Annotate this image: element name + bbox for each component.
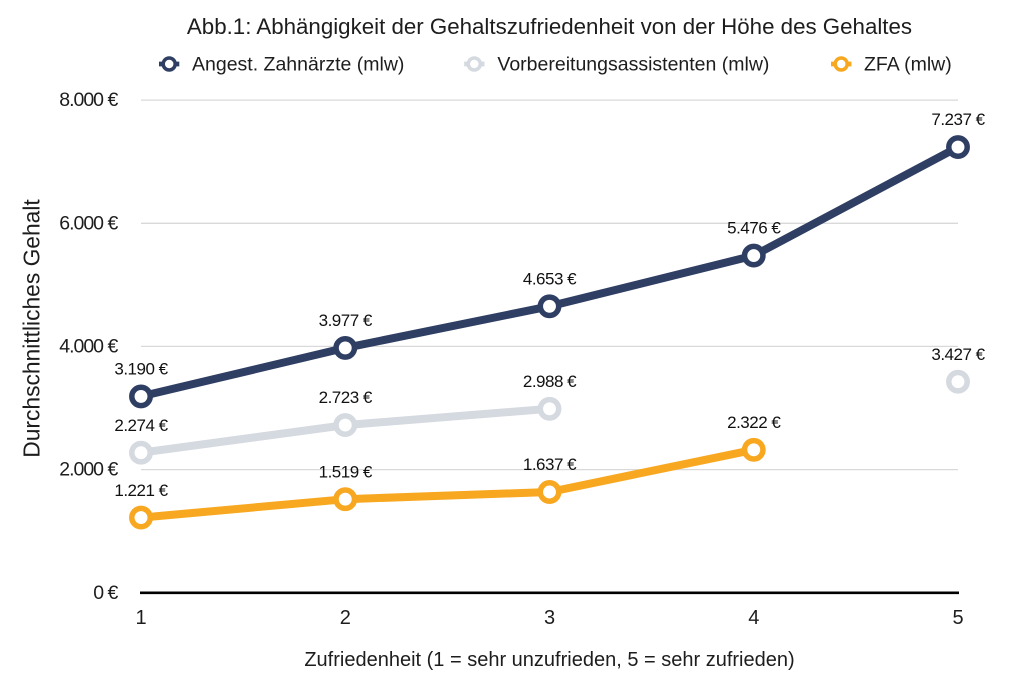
svg-text:2.988 €: 2.988 € [523,372,577,391]
svg-text:0 €: 0 € [93,582,118,604]
svg-text:2.000 €: 2.000 € [59,459,118,481]
svg-text:1.519 €: 1.519 € [319,462,373,481]
svg-text:Zufriedenheit (1 = sehr unzufr: Zufriedenheit (1 = sehr unzufrieden, 5 =… [304,649,794,671]
svg-text:4: 4 [748,607,759,629]
svg-text:3.190 €: 3.190 € [114,359,168,378]
svg-text:1: 1 [135,607,146,629]
svg-text:1.221 €: 1.221 € [114,481,168,500]
svg-text:Vorbereitungsassistenten (mlw): Vorbereitungsassistenten (mlw) [497,54,769,76]
svg-text:6.000 €: 6.000 € [59,212,118,234]
svg-text:2.274 €: 2.274 € [114,416,168,435]
svg-text:3.977 €: 3.977 € [319,311,373,330]
svg-text:2: 2 [340,607,351,629]
svg-text:3: 3 [544,607,555,629]
svg-text:7.237 €: 7.237 € [931,110,985,129]
svg-text:5: 5 [952,607,963,629]
svg-text:Abb.1: Abhängigkeit der Gehalt: Abb.1: Abhängigkeit der Gehaltszufrieden… [187,14,912,39]
svg-text:Durchschnittliches Gehalt: Durchschnittliches Gehalt [19,199,45,458]
svg-text:2.723 €: 2.723 € [319,388,373,407]
svg-text:5.476 €: 5.476 € [727,219,781,238]
svg-text:ZFA (mlw): ZFA (mlw) [864,54,952,76]
svg-text:Angest. Zahnärzte (mlw): Angest. Zahnärzte (mlw) [192,54,404,76]
svg-text:3.427 €: 3.427 € [931,345,985,364]
svg-text:1.637 €: 1.637 € [523,455,577,474]
svg-text:8.000 €: 8.000 € [59,89,118,111]
svg-text:4.653 €: 4.653 € [523,269,577,288]
svg-text:2.322 €: 2.322 € [727,413,781,432]
svg-text:4.000 €: 4.000 € [59,335,118,357]
